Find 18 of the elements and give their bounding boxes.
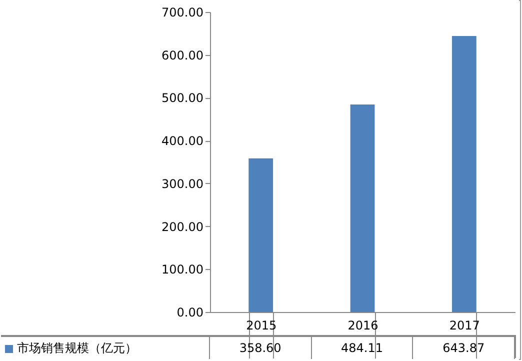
data-label: 484.11 <box>312 336 414 359</box>
y-tick-label: 300.00 <box>162 176 204 191</box>
data-label: 358.60 <box>210 336 312 359</box>
y-tick-label: 600.00 <box>162 48 204 62</box>
x-tick-label: 2015 <box>246 318 277 332</box>
bar <box>350 104 375 312</box>
y-tick-label: 700.00 <box>162 6 204 20</box>
y-tick-label: 0.00 <box>176 306 204 320</box>
y-tick-label: 500.00 <box>162 91 204 106</box>
x-tick-label: 2016 <box>348 318 378 332</box>
legend-label: 市场销售规模（亿元） <box>1 336 210 359</box>
y-tick-label: 200.00 <box>162 220 204 234</box>
y-tick-label: 100.00 <box>162 262 204 277</box>
bar <box>452 36 476 312</box>
x-tick-label: 2017 <box>449 318 480 332</box>
y-tick-label: 400.00 <box>162 134 204 148</box>
data-label: 643.87 <box>413 336 515 359</box>
bar <box>248 158 274 312</box>
